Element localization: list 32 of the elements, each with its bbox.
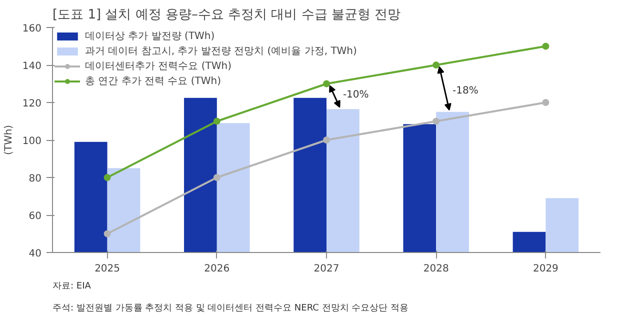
x-tick-label: 2025 xyxy=(94,264,120,274)
point xyxy=(323,80,330,88)
point xyxy=(542,99,550,106)
y-axis-title: (TWh) xyxy=(3,124,14,156)
point xyxy=(104,230,111,238)
text: 자료: EIA xyxy=(52,282,92,292)
point xyxy=(213,118,220,125)
legend-label: 데이터센터추가 전력수요 (TWh) xyxy=(85,60,232,73)
chart-title: [도표 1] 설치 예정 용량–수요 추정치 대비 수급 불균형 전망 xyxy=(52,8,401,22)
y-tick-label: 80 xyxy=(28,174,42,184)
text: 주석: 발전원별 가동률 추정치 적용 및 데이터센터 전력수요 NERC 전망치 수요상단 적용 xyxy=(52,304,409,314)
y-tick-label: 160 xyxy=(22,24,42,34)
y-tick-label: 140 xyxy=(22,61,42,72)
point xyxy=(432,62,440,68)
y-tick-label: 100 xyxy=(22,136,42,147)
point xyxy=(542,42,550,50)
annotation: -18% xyxy=(452,85,478,96)
point xyxy=(323,136,330,144)
point xyxy=(104,174,111,181)
legend-label: 데이터상 추가 발전량 (TWh) xyxy=(85,30,215,43)
point xyxy=(213,174,220,181)
y-tick-label: 60 xyxy=(28,211,42,222)
y-tick-label: 120 xyxy=(22,98,42,110)
legend-label: 과거 데이터 참고시, 추가 발전량 전망치 (예비율 가정, TWh) xyxy=(85,45,357,58)
point xyxy=(432,118,440,125)
annotation: -10% xyxy=(342,90,369,101)
x-tick-label: 2029 xyxy=(532,264,558,274)
x-tick-label: 2027 xyxy=(314,264,340,274)
legend-label: 총 연간 추가 전력 수요 (TWh) xyxy=(85,75,222,88)
y-tick-label: 40 xyxy=(28,248,42,260)
x-tick-label: 2028 xyxy=(423,264,449,274)
x-tick-label: 2026 xyxy=(204,264,230,274)
